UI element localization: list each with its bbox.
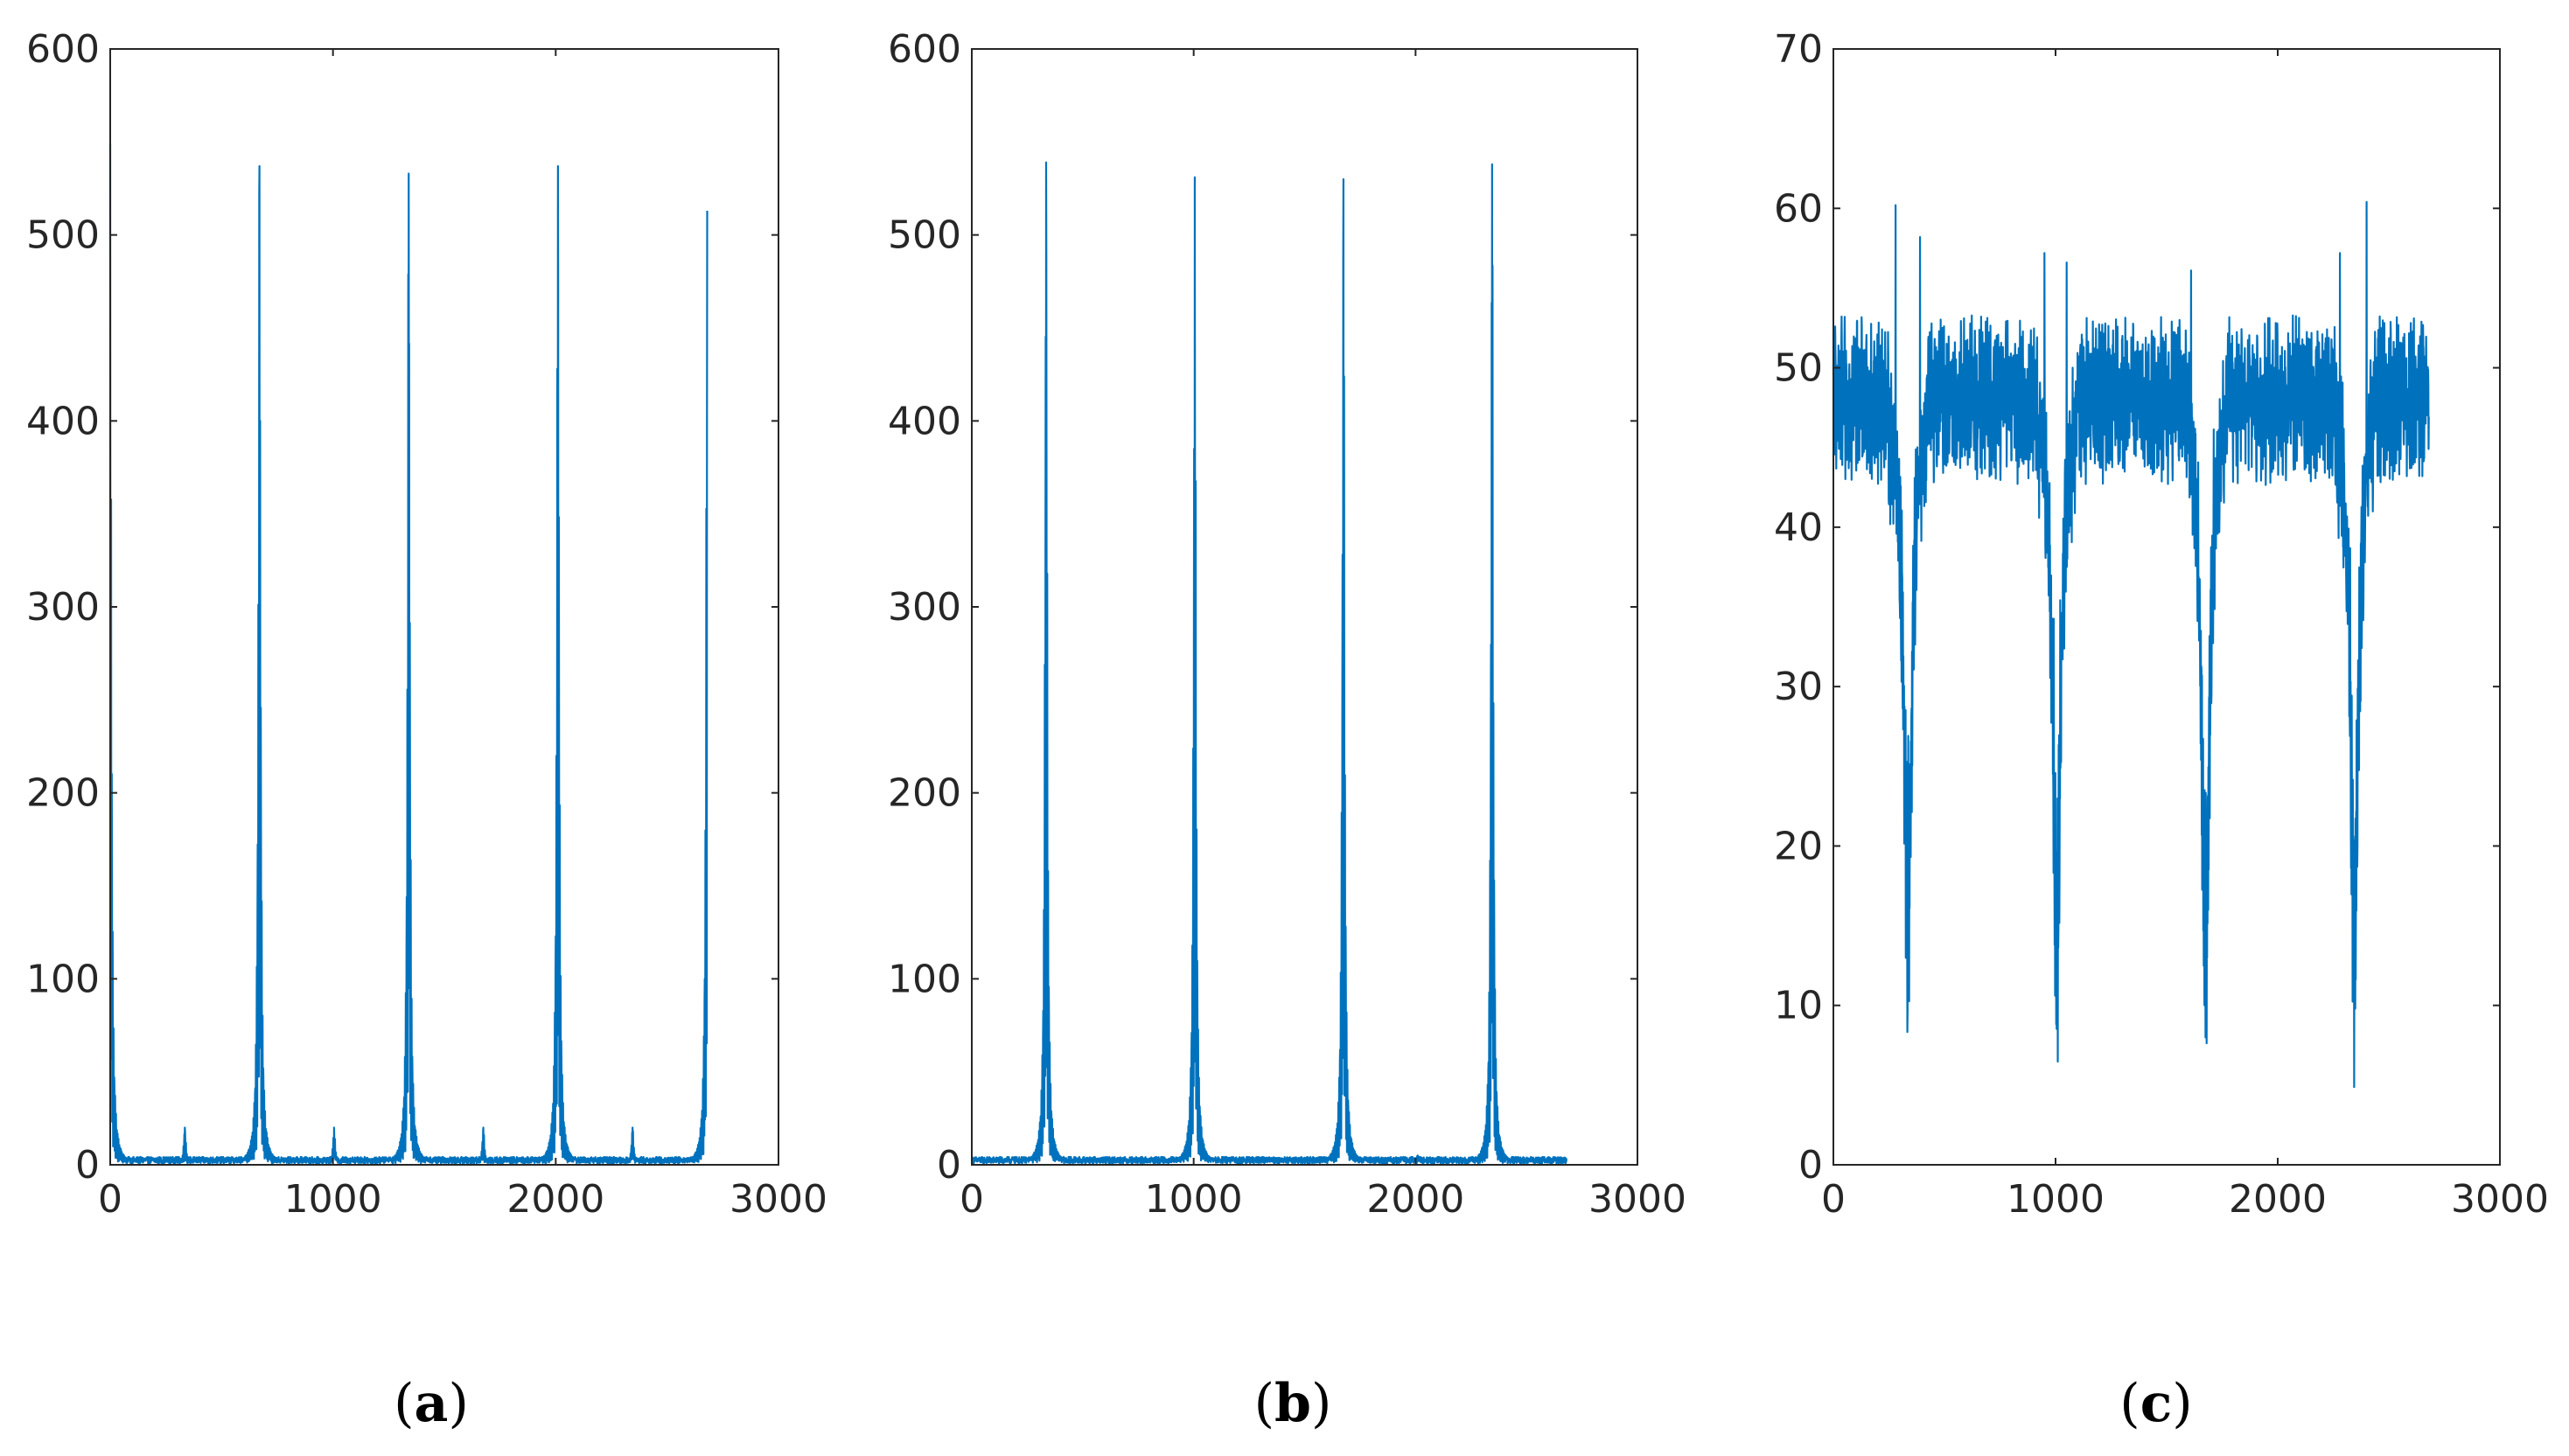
- y-tick-label-c-7: 70: [1774, 27, 1823, 72]
- panel-a: 0 1000 2000 3000 0 100 200 300 400 500 600: [26, 27, 827, 1222]
- panel-c: 0 1000 2000 3000 0 10 20 30 40 50 60 70: [1774, 27, 2549, 1222]
- axes-box-b: [971, 48, 1638, 1166]
- y-tick-label-b-2: 200: [888, 771, 961, 816]
- y-tick-label-c-6: 60: [1774, 186, 1823, 231]
- x-tick-label-c-2: 2000: [2229, 1177, 2327, 1222]
- y-tick-label-a-5: 500: [26, 213, 100, 258]
- x-tick-label-a-3: 3000: [730, 1177, 827, 1222]
- y-tick-label-a-2: 200: [26, 771, 100, 816]
- panel-caption-c: (c): [2119, 1373, 2192, 1434]
- x-tick-label-a-1: 1000: [284, 1177, 382, 1222]
- x-tick-label-c-1: 1000: [2007, 1177, 2105, 1222]
- x-tick-label-a-0: 0: [98, 1177, 122, 1222]
- y-tick-label-b-6: 600: [888, 27, 961, 72]
- panel-label-b: b: [1274, 1373, 1311, 1434]
- x-tick-label-b-3: 3000: [1588, 1177, 1686, 1222]
- y-tick-label-b-0: 0: [937, 1143, 961, 1188]
- y-tick-label-c-5: 50: [1774, 346, 1823, 391]
- y-tick-label-a-6: 600: [26, 27, 100, 72]
- panel-b: 0 1000 2000 3000 0 100 200 300 400 500 600: [888, 27, 1686, 1222]
- x-tick-label-b-0: 0: [960, 1177, 984, 1222]
- axes-box-c: [1833, 48, 2501, 1166]
- x-tick-label-b-1: 1000: [1145, 1177, 1243, 1222]
- x-tick-label-c-3: 3000: [2451, 1177, 2549, 1222]
- axes-box-a: [109, 48, 779, 1166]
- y-tick-label-a-4: 400: [26, 399, 100, 443]
- y-tick-label-b-5: 500: [888, 213, 961, 258]
- x-tick-label-b-2: 2000: [1366, 1177, 1464, 1222]
- y-tick-label-c-3: 30: [1774, 665, 1823, 709]
- y-tick-label-c-4: 40: [1774, 505, 1823, 550]
- panel-label-a: a: [415, 1373, 449, 1434]
- y-tick-label-c-0: 0: [1798, 1143, 1823, 1188]
- y-tick-label-a-1: 100: [26, 957, 100, 1001]
- panel-label-c: c: [2140, 1373, 2173, 1434]
- y-tick-label-c-1: 10: [1774, 984, 1823, 1028]
- panel-caption-a: (a): [394, 1373, 469, 1434]
- y-tick-label-c-2: 20: [1774, 824, 1823, 868]
- x-tick-label-a-2: 2000: [506, 1177, 604, 1222]
- y-tick-label-a-0: 0: [75, 1143, 100, 1188]
- panel-caption-b: (b): [1254, 1373, 1332, 1434]
- y-tick-label-b-1: 100: [888, 957, 961, 1001]
- series-line-a-0: [108, 143, 709, 1165]
- x-tick-label-c-0: 0: [1821, 1177, 1846, 1222]
- series-line-c-0: [1832, 200, 2430, 1089]
- y-tick-label-b-3: 300: [888, 585, 961, 630]
- y-tick-label-b-4: 400: [888, 399, 961, 443]
- y-tick-label-a-3: 300: [26, 585, 100, 630]
- series-line-b-0: [970, 161, 1567, 1165]
